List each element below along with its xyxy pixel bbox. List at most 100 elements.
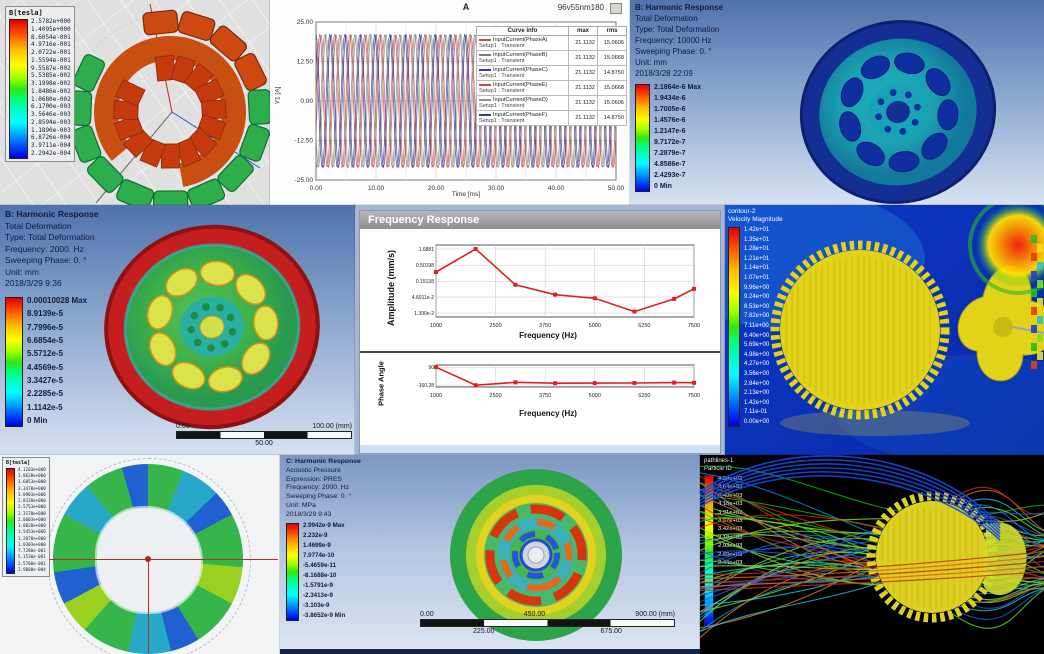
ruler-bar [420,619,675,627]
curve-swatch [479,113,491,116]
legend-value: 1.5453e+000 [18,529,46,535]
ruler-bar [176,431,352,439]
legend-values: 2.5782e+000 1.4095e+000 8.6054e-001 4.9716e… [31,19,71,157]
legend-value: 0 Min [27,415,48,425]
legend-value: 1.8028e+000 [18,523,46,529]
svg-text:7500: 7500 [688,323,700,329]
legend-gradient-bar [9,19,28,159]
legend-value: 3.67e+03 [718,518,743,525]
panel-harmonic-10000hz: B: Harmonic Response Total Deformation Typ… [629,0,1044,206]
legend-gradient-bar [635,84,650,192]
text-line: 2018/3/29 9:36 [5,278,62,288]
result-header: C: Harmonic Response Acoustic Pressure Exp… [286,458,361,520]
curve-setup: Setup1 : Transient [479,118,525,124]
curve-setup: Setup1 : Transient [479,88,525,94]
svg-text:5000: 5000 [589,393,601,399]
legend-value: 5.5385e-002 [31,72,71,80]
legend-value: 1.2147e-6 [654,128,686,135]
svg-text:0.00: 0.00 [300,98,313,105]
curve-max: 21.1132 [568,65,598,81]
legend-values: 1.42e+01 1.35e+01 1.28e+01 1.21e+01 1.14e+01… [744,227,769,425]
svg-text:2500: 2500 [489,393,501,399]
legend-value: 0 Min [654,183,672,190]
text-line: Acoustic Pressure [286,466,341,474]
legend-value: 1.4095e+000 [31,25,71,33]
ruler-end: 900.00 (mm) [635,611,675,618]
panel-pathlines: pathlines-1 Particle ID 4.89e+03 4.64e+03 4… [699,454,1044,654]
legend-value: 2.9000e-004 [18,566,46,572]
svg-text:2500: 2500 [489,323,501,329]
curve-swatch [479,53,491,56]
legend-value: 2.0603e+000 [18,516,46,522]
svg-text:0.00: 0.00 [310,185,323,192]
legend-value: 3.3427e-5 [27,375,64,385]
window-icon [610,3,622,14]
flux-legend: B[tesla] 2.5782e+000 1.4095e+000 8.6054e-0… [5,6,75,162]
text-line: Unit: mm [5,266,39,277]
legend-value: 4.9716e-001 [31,41,71,49]
legend-value: 3.91e+03 [718,509,743,516]
acoustic-disc-plot [450,469,622,641]
legend-value: 4.27e+00 [744,361,770,368]
flux-legend: B[tesla] 4.1203e+000 3.8628e+000 3.6053e+0… [2,457,50,577]
ruler-threequarter: 675.00 [600,628,622,635]
velocity-legend: 1.42e+01 1.35e+01 1.28e+01 1.21e+01 1.14e+01… [728,227,769,427]
svg-text:4.6011e-2: 4.6011e-2 [412,295,434,301]
origin-marker [145,556,151,562]
legend-value: 6.6854e-5 [27,335,64,345]
legend-value: 2.5782e+000 [31,18,71,25]
deformation-legend: 2.1864e-6 Max 1.9434e-6 1.7005e-6 1.4576e-6… [635,84,701,192]
curve-rms: 14.8750 [597,65,627,81]
curve-setup: Setup1 : Transient [479,58,525,64]
svg-text:40.00: 40.00 [548,185,565,192]
legend-value: 4.4569e-5 [27,362,64,372]
legend-value: -2.3413e-9 [303,591,333,599]
legend-value: 2.4293e-7 [654,172,686,179]
curve-swatch [479,98,491,101]
legend-value: 2.84e+00 [744,380,770,387]
text-line: Frequency: 10000 Hz [635,36,712,45]
svg-text:1000: 1000 [430,323,442,329]
legend-value: 7.82e+00 [744,313,770,320]
legend-title: B[tesla] [6,460,31,466]
legend-values: 2.9942e-9 Max 2.232e-9 1.4699e-9 7.0774e-10… [303,522,345,619]
legend-value: 3.3478e+000 [18,485,46,491]
text-line: Total Deformation [635,14,698,23]
legend-value: 7.7996e-5 [27,322,64,332]
legend-values: 4.1203e+000 3.8628e+000 3.6053e+000 3.3478e… [18,467,46,572]
curve-name: InputCurrent(PhaseE) [493,82,548,88]
legend-value: 3.6053e+000 [18,479,46,485]
pathlines-legend-title: pathlines-1 Particle ID [704,458,733,473]
panel-rotor-flux: B[tesla] 4.1203e+000 3.8628e+000 3.6053e+0… [0,454,281,654]
amplitude-chart: 1000 2500 3750 5000 6250 7500 1.6881 0.50198 0.1… [412,244,700,329]
model-code-label: 96v55nm180 [557,3,604,12]
legend-value: 2.5753e+000 [18,504,46,510]
legend-value: 2.8328e+000 [18,498,46,504]
legend-value: 3.56e+00 [744,370,770,377]
curve-swatch [479,68,491,71]
legend-value: 7.11e-01 [744,409,768,416]
crosshair-vertical [148,561,149,653]
legend-value: 3.8628e+000 [18,473,46,479]
legend-value: 1.9434e-6 [654,95,686,102]
window-titlebar[interactable]: Frequency Response [360,211,720,229]
legend-value: 3.0903e+000 [18,491,46,497]
legend-value: 9.24e+00 [744,294,770,301]
legend-values: 2.1864e-6 Max 1.9434e-6 1.7005e-6 1.4576e-6… [654,84,701,190]
legend-value: 2.8594e-003 [31,118,71,126]
legend-value: -3.103e-9 [303,601,330,609]
text-line: Type: Total Deformation [635,25,720,34]
curve-max: 21.1132 [568,110,598,126]
legend-value: 8.53e+00 [744,303,770,310]
text-line: 2018/3/28 22:09 [635,69,693,78]
legend-value: 3.42e+03 [718,526,743,533]
table-header-row: Curve Info max rms [476,26,627,36]
text-line: Frequency: 2000. Hz [5,243,84,254]
wheel-deformation-plot [104,224,320,430]
cfd-contour-plot [725,205,1044,455]
streamlines-plot [700,455,1044,639]
legend-value: 2.93e+03 [718,543,743,550]
legend-value: 2.3178e+000 [18,510,46,516]
legend-value: 4.1203e+000 [18,467,46,472]
